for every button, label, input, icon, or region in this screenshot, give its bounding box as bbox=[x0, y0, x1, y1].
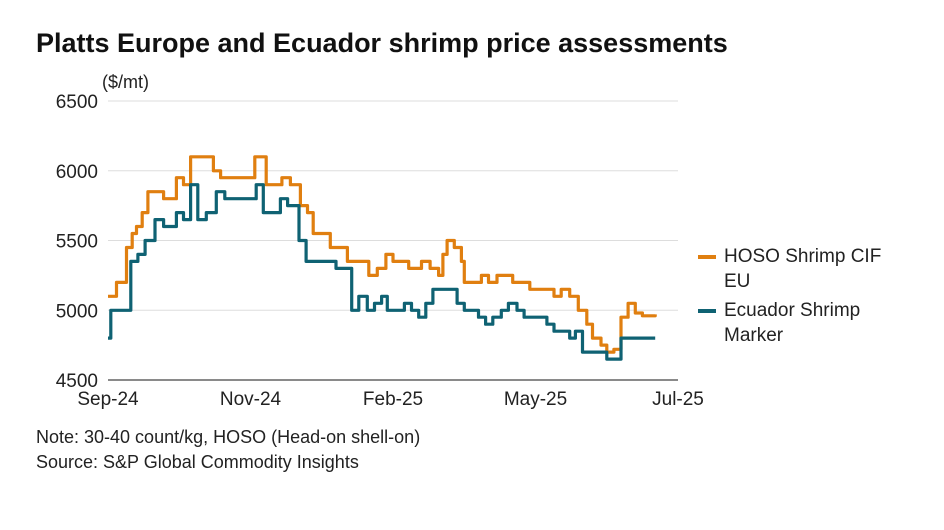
chart-source: Source: S&P Global Commodity Insights bbox=[36, 452, 359, 472]
y-tick-label: 5000 bbox=[56, 301, 98, 322]
x-tick-label: Sep-24 bbox=[77, 389, 139, 410]
legend-label-ecuador: Ecuador Shrimp Marker bbox=[724, 300, 861, 346]
x-tick-label: Feb-25 bbox=[363, 389, 423, 410]
x-tick-label: Jul-25 bbox=[652, 389, 704, 410]
chart-note: Note: 30-40 count/kg, HOSO (Head-on shel… bbox=[36, 427, 421, 447]
y-tick-labels: 4500 5000 5500 6000 6500 bbox=[56, 92, 98, 392]
x-tick-labels: Sep-24 Nov-24 Feb-25 May-25 Jul-25 bbox=[77, 389, 704, 410]
legend-swatch-ecuador bbox=[698, 309, 716, 313]
series-line-ecuador bbox=[108, 183, 656, 361]
y-axis-unit: ($/mt) bbox=[102, 72, 149, 92]
series-lines bbox=[108, 155, 657, 361]
y-tick-label: 4500 bbox=[56, 371, 98, 392]
legend-item-hoso: HOSO Shrimp CIF EU bbox=[698, 244, 904, 294]
series-line-hoso bbox=[108, 155, 657, 354]
y-tick-label: 5500 bbox=[56, 232, 98, 253]
legend: HOSO Shrimp CIF EU Ecuador Shrimp Marker bbox=[698, 244, 904, 352]
legend-label-hoso: HOSO Shrimp CIF EU bbox=[724, 246, 882, 292]
chart-title: Platts Europe and Ecuador shrimp price a… bbox=[36, 28, 728, 58]
y-tick-label: 6000 bbox=[56, 162, 98, 183]
legend-swatch-hoso bbox=[698, 255, 716, 259]
y-tick-label: 6500 bbox=[56, 92, 98, 113]
legend-item-ecuador: Ecuador Shrimp Marker bbox=[698, 298, 904, 348]
x-tick-label: Nov-24 bbox=[220, 389, 282, 410]
x-tick-label: May-25 bbox=[504, 389, 567, 410]
